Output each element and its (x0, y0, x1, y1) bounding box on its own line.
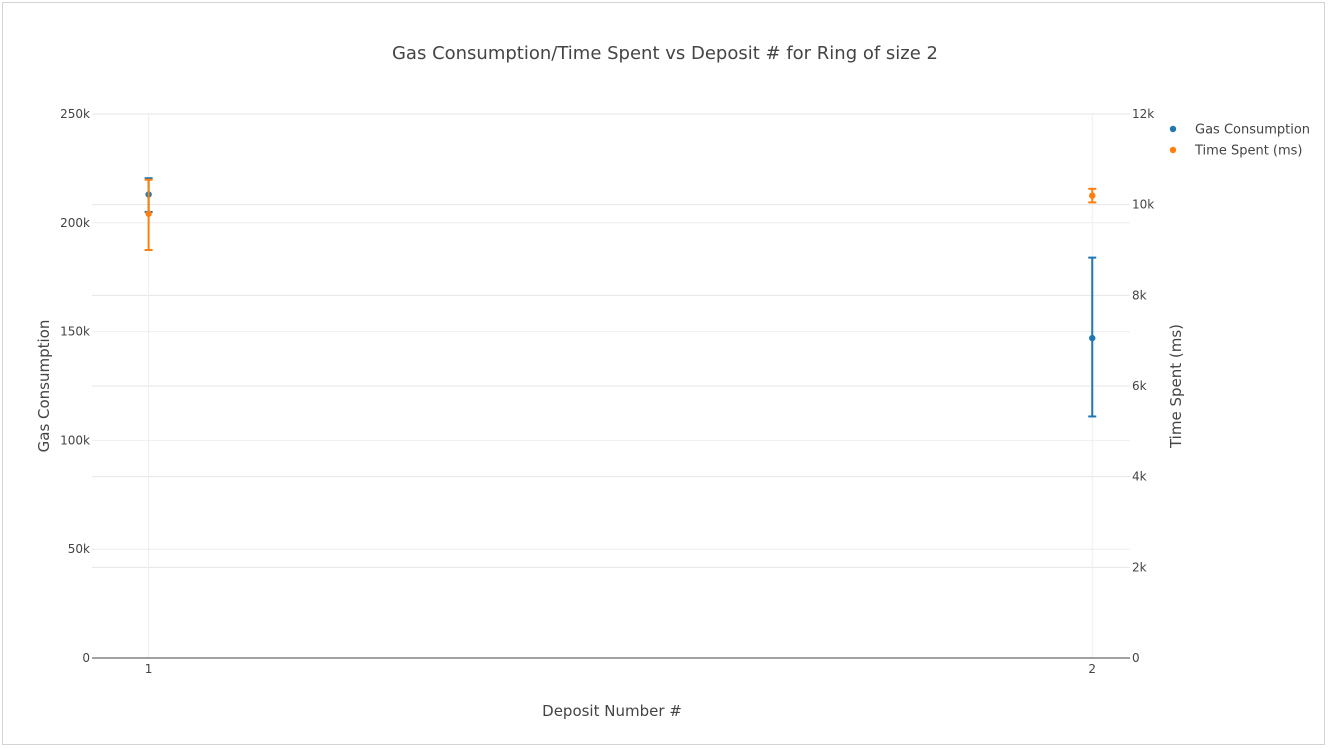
y-tick-label: 0 (82, 651, 90, 665)
y2-tick-label: 12k (1132, 107, 1154, 121)
x-axis-title: Deposit Number # (542, 702, 682, 720)
y2-axis-ticks: 0 2k 4k 6k 8k 10k 12k (1132, 107, 1154, 665)
legend-marker (1169, 125, 1177, 133)
legend-item[interactable]: Gas Consumption (1169, 123, 1310, 138)
y2-tick-label: 2k (1132, 560, 1147, 574)
x-tick-label: 1 (145, 662, 153, 676)
series-gas-consumption (144, 177, 1097, 418)
y-tick-label: 100k (60, 433, 90, 447)
y2-tick-label: 10k (1132, 198, 1154, 212)
y2-tick-label: 8k (1132, 288, 1147, 302)
data-point (145, 210, 152, 217)
y-axis-title: Gas Consumption (35, 320, 53, 453)
series-time-spent-ms (144, 178, 1097, 251)
chart-title: Gas Consumption/Time Spent vs Deposit # … (392, 43, 938, 64)
y-tick-label: 50k (68, 542, 90, 556)
y-tick-label: 150k (60, 325, 90, 339)
y-tick-label: 250k (60, 107, 90, 121)
y-tick-label: 200k (60, 216, 90, 230)
data-point (1089, 192, 1096, 199)
legend-item[interactable]: Time Spent (ms) (1169, 144, 1303, 159)
legend[interactable]: Gas Consumption Time Spent (ms) (1169, 123, 1310, 159)
y-axis-ticks: 0 50k 100k 150k 200k 250k (60, 107, 90, 665)
grid-lines (92, 113, 1130, 568)
y2-axis-title: Time Spent (ms) (1167, 324, 1185, 449)
x-tick-label: 2 (1088, 662, 1096, 676)
data-point (1089, 334, 1096, 342)
series-layer (144, 177, 1097, 418)
y2-tick-label: 0 (1132, 651, 1140, 665)
legend-marker (1169, 146, 1177, 154)
legend-label: Time Spent (ms) (1194, 144, 1303, 159)
y2-tick-label: 4k (1132, 470, 1147, 484)
y2-tick-label: 6k (1132, 379, 1147, 393)
legend-label: Gas Consumption (1195, 123, 1310, 138)
